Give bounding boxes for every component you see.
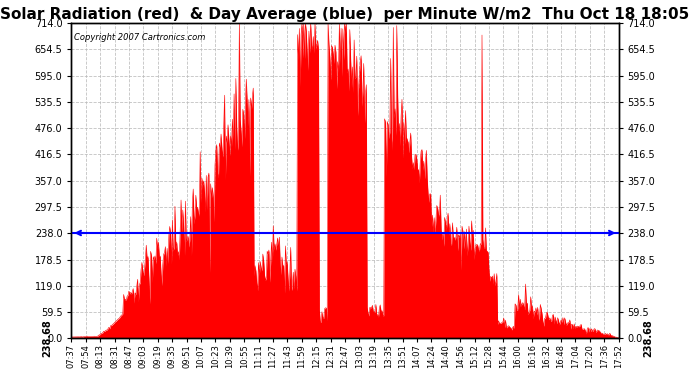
Title: Solar Radiation (red)  & Day Average (blue)  per Minute W/m2  Thu Oct 18 18:05: Solar Radiation (red) & Day Average (blu… (1, 7, 689, 22)
Text: 238.68: 238.68 (42, 320, 52, 357)
Text: 238.68: 238.68 (644, 320, 653, 357)
Text: Copyright 2007 Cartronics.com: Copyright 2007 Cartronics.com (75, 33, 206, 42)
